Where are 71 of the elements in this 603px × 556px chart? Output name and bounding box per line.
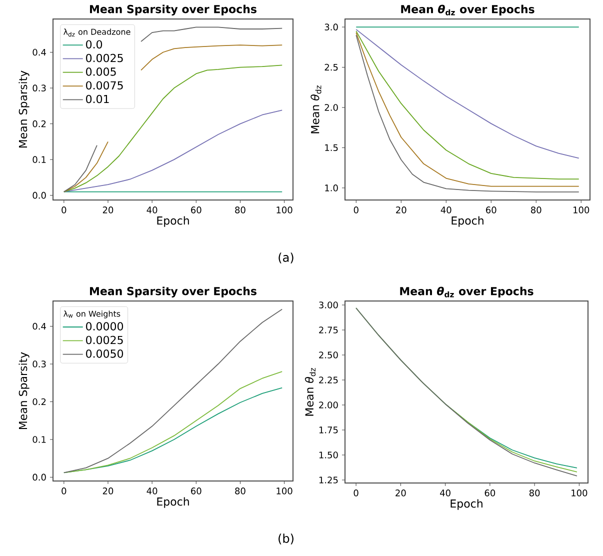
x-axis-title: Epoch (157, 216, 189, 227)
y-tick-label: 2.75 (319, 326, 338, 334)
x-tick-label: 100 (572, 490, 588, 496)
x-axis-title: Epoch (450, 499, 482, 510)
x-tick-label: 0 (354, 206, 358, 214)
legend-label: 0.0050 (86, 350, 124, 358)
y-axis-title: Mean Sparsity (18, 70, 30, 148)
legend-title: λ$_{w}$ on Weights (64, 310, 120, 318)
y-tick-label: 0.2 (32, 398, 46, 406)
y-tick-label: 0.1 (32, 156, 46, 163)
chart-title: Mean θ$_{dz}$ over Epochs (400, 286, 534, 298)
chart-title: Mean Sparsity over Epochs (90, 4, 256, 16)
x-axis-title: Epoch (452, 216, 484, 227)
x-tick-label: 80 (529, 490, 540, 496)
y-tick-label: 2.50 (319, 352, 338, 358)
x-tick-label: 100 (574, 206, 590, 214)
y-tick-label: 1.75 (319, 426, 338, 434)
y-axis-title: Mean Sparsity (18, 352, 30, 430)
x-tick-label: 40 (440, 206, 452, 214)
y-tick-label: 1.50 (319, 452, 338, 458)
x-tick-label: 20 (396, 206, 406, 214)
x-tick-label: 0 (62, 488, 66, 494)
x-tick-label: 40 (440, 490, 450, 496)
x-tick-label: 80 (531, 206, 542, 214)
x-tick-label: 20 (102, 488, 114, 494)
y-tick-label: 0.4 (32, 48, 46, 56)
y-tick-label: 1.0 (325, 184, 338, 192)
y-tick-label: 0.1 (32, 436, 46, 443)
x-tick-label: 100 (276, 488, 292, 494)
y-axis-title: Mean θ$_{dz}$ (304, 368, 316, 416)
y-tick-label: 0.2 (32, 120, 46, 128)
x-tick-label: 60 (191, 206, 202, 214)
y-tick-label: 0.3 (32, 360, 46, 368)
x-tick-label: 100 (276, 206, 292, 214)
x-tick-label: 0 (354, 490, 358, 496)
legend-label: 0.005 (86, 68, 116, 76)
y-tick-label: 3.0 (324, 24, 338, 30)
y-tick-label: 1.25 (319, 476, 338, 484)
y-tick-label: 2.00 (319, 402, 338, 408)
x-tick-label: 60 (484, 490, 496, 496)
x-axis-title: Epoch (157, 497, 189, 508)
y-tick-label: 2.0 (324, 104, 338, 111)
legend-title: λ$_{dz}$ on Deadzone (64, 28, 130, 37)
legend-label: 0.01 (86, 94, 109, 104)
y-tick-label: 0.4 (32, 322, 46, 330)
y-tick-label: 2.25 (319, 376, 338, 384)
legend-label: 0.0025 (86, 54, 123, 62)
text: (b) (278, 534, 294, 544)
legend-label: 0.0000 (86, 322, 124, 330)
x-tick-label: 20 (396, 490, 406, 496)
chart-title: Mean θ$_{dz}$ over Epochs (401, 4, 534, 16)
legend-label: 0.0 (86, 40, 102, 49)
x-tick-label: 40 (146, 488, 158, 494)
y-tick-label: 0.0 (32, 192, 46, 199)
x-tick-label: 60 (486, 206, 496, 214)
y-axis-title: Mean θ$_{dz}$ (310, 86, 322, 134)
chart-title: Mean Sparsity over Epochs (90, 286, 256, 298)
y-tick-label: 0.0 (32, 474, 46, 481)
x-tick-label: 40 (146, 206, 158, 214)
y-tick-label: 3.00 (319, 302, 338, 308)
y-tick-label: 1.5 (325, 144, 338, 152)
x-tick-label: 60 (191, 488, 202, 494)
x-tick-label: 20 (102, 206, 114, 214)
x-tick-label: 80 (235, 206, 246, 214)
legend-label: 0.0075 (86, 81, 123, 90)
x-tick-label: 0 (62, 206, 66, 214)
x-tick-label: 80 (235, 488, 246, 494)
y-tick-label: 0.3 (32, 84, 46, 92)
text: (a) (278, 252, 294, 264)
legend-label: 0.0025 (86, 336, 123, 344)
y-tick-label: 2.5 (324, 64, 338, 71)
